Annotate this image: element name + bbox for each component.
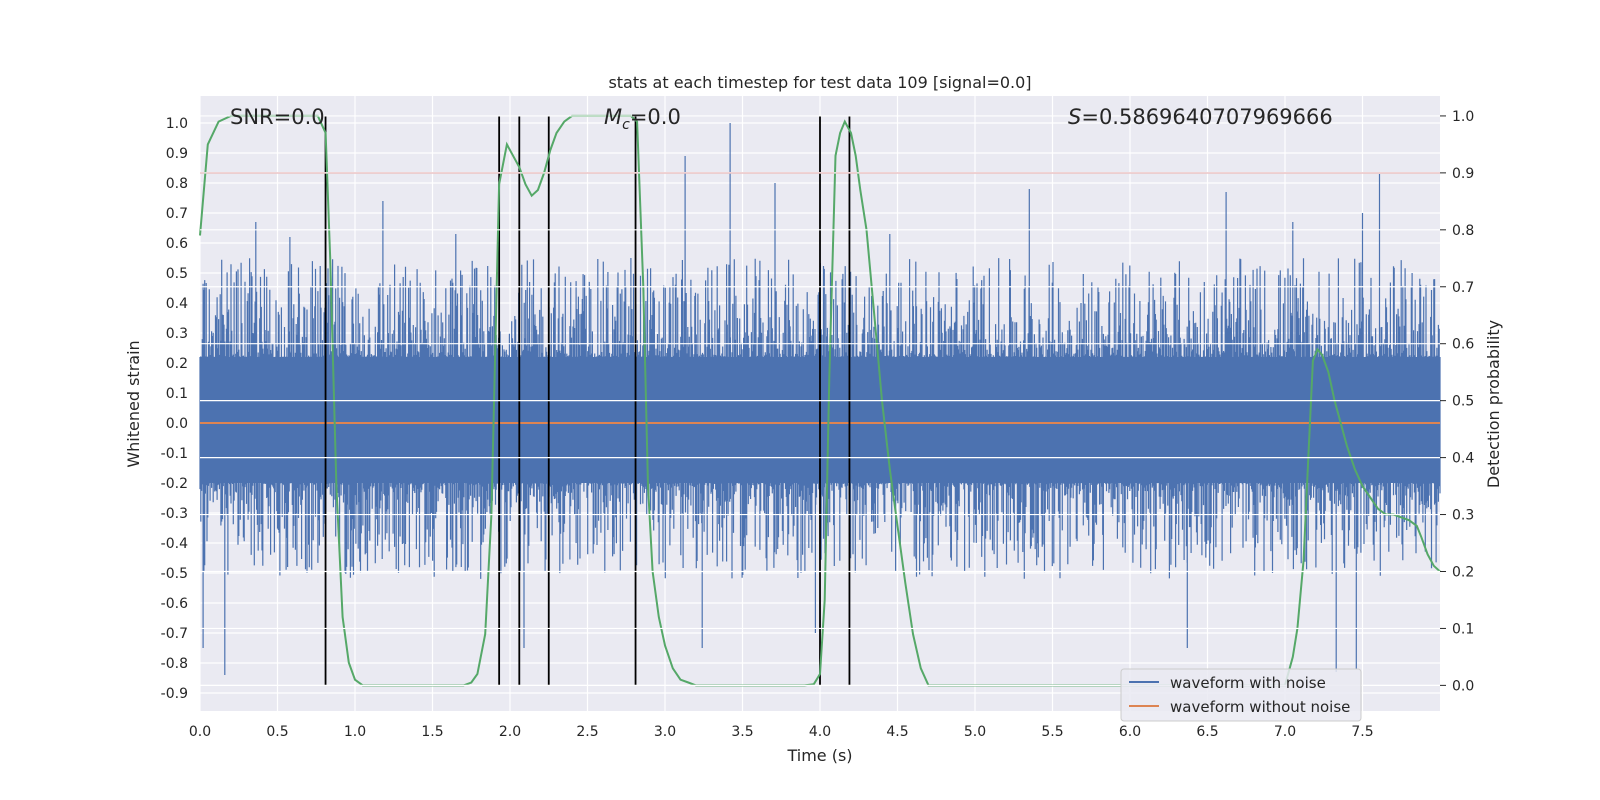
annotation-chirp-mass-value: =0.0 — [630, 105, 681, 129]
y-axis-right-ticks: 1.0 0.9 0.8 0.7 0.6 0.5 0.4 0.3 0.2 0.1 0.0 — [1440, 109, 1474, 694]
y-left-tick-label: -0.8 — [161, 656, 188, 672]
y-left-tick-label: 0.2 — [166, 356, 188, 372]
y-right-tick-label: 0.5 — [1452, 394, 1474, 410]
chart-title: stats at each timestep for test data 109… — [608, 73, 1031, 92]
y-left-tick-label: -0.6 — [161, 596, 188, 612]
x-tick-label: 6.0 — [1119, 724, 1141, 740]
y-left-tick-label: 1.0 — [166, 116, 188, 132]
y-right-tick-label: 0.7 — [1452, 280, 1474, 296]
y-right-tick-label: 0.1 — [1452, 621, 1474, 637]
y-left-tick-label: 0.1 — [166, 386, 188, 402]
grid-right — [200, 115, 1440, 686]
y-axis-right-label: Detection probability — [1484, 320, 1503, 488]
x-tick-label: 0.0 — [189, 724, 211, 740]
x-tick-label: 6.5 — [1196, 724, 1218, 740]
legend-label-with-noise: waveform with noise — [1170, 674, 1326, 692]
y-left-tick-label: -0.7 — [161, 626, 188, 642]
y-left-tick-label: 0.6 — [166, 236, 188, 252]
x-tick-label: 1.0 — [344, 724, 366, 740]
x-tick-label: 3.5 — [731, 724, 753, 740]
y-left-tick-label: 0.4 — [166, 296, 188, 312]
legend-label-without-noise: waveform without noise — [1170, 698, 1350, 716]
y-right-tick-label: 0.6 — [1452, 337, 1474, 353]
x-tick-label: 7.5 — [1351, 724, 1373, 740]
y-left-tick-label: -0.5 — [161, 566, 188, 582]
y-left-tick-label: -0.3 — [161, 506, 188, 522]
y-left-tick-label: -0.9 — [161, 686, 188, 702]
y-left-tick-label: 0.3 — [166, 326, 188, 342]
legend-box — [1120, 668, 1362, 722]
annotation-score-value: =0.5869640707969666 — [1081, 105, 1332, 129]
x-tick-label: 1.5 — [421, 724, 443, 740]
x-axis-label: Time (s) — [786, 746, 852, 765]
legend: waveform with noise waveform without noi… — [1120, 668, 1362, 722]
y-left-tick-label: -0.4 — [161, 536, 188, 552]
x-tick-label: 5.0 — [964, 724, 986, 740]
annotation-snr: SNR=0.0 — [230, 105, 325, 129]
x-tick-label: 2.5 — [576, 724, 598, 740]
y-right-tick-label: 0.3 — [1452, 508, 1474, 524]
x-tick-label: 3.0 — [654, 724, 676, 740]
y-left-tick-label: 0.9 — [166, 146, 188, 162]
y-right-tick-label: 0.4 — [1452, 451, 1474, 467]
y-axis-left-label: Whitened strain — [124, 340, 143, 467]
y-right-tick-label: 0.8 — [1452, 223, 1474, 239]
annotation-score: S=0.5869640707969666 — [1068, 105, 1333, 129]
x-axis-ticks: 0.0 0.5 1.0 1.5 2.0 2.5 3.0 3.5 4.0 4.5 5.0 5.5 6.0 6… — [189, 724, 1374, 740]
annotation-score-symbol: S — [1068, 105, 1081, 129]
x-tick-label: 5.5 — [1041, 724, 1063, 740]
y-left-tick-label: 0.0 — [166, 416, 188, 432]
annotation-chirp-mass-symbol: M — [604, 105, 622, 129]
y-right-tick-label: 0.9 — [1452, 166, 1474, 182]
x-tick-label: 4.0 — [809, 724, 831, 740]
y-right-tick-label: 1.0 — [1452, 109, 1474, 125]
y-left-tick-label: 0.8 — [166, 176, 188, 192]
x-tick-label: 4.5 — [886, 724, 908, 740]
y-left-tick-label: 0.5 — [166, 266, 188, 282]
y-axis-left-ticks: 1.0 0.9 0.8 0.7 0.6 0.5 0.4 0.3 0.2 0.1 0.0 -0.1 -0.… — [161, 116, 188, 702]
x-tick-label: 2.0 — [499, 724, 521, 740]
x-tick-label: 7.0 — [1274, 724, 1296, 740]
annotation-chirp-mass-subscript: c — [622, 117, 630, 133]
x-tick-label: 0.5 — [266, 724, 288, 740]
y-left-tick-label: -0.2 — [161, 476, 188, 492]
y-right-tick-label: 0.2 — [1452, 564, 1474, 580]
y-left-tick-label: 0.7 — [166, 206, 188, 222]
y-right-tick-label: 0.0 — [1452, 678, 1474, 694]
y-left-tick-label: -0.1 — [161, 446, 188, 462]
annotation-chirp-mass: Mc=0.0 — [604, 105, 681, 133]
